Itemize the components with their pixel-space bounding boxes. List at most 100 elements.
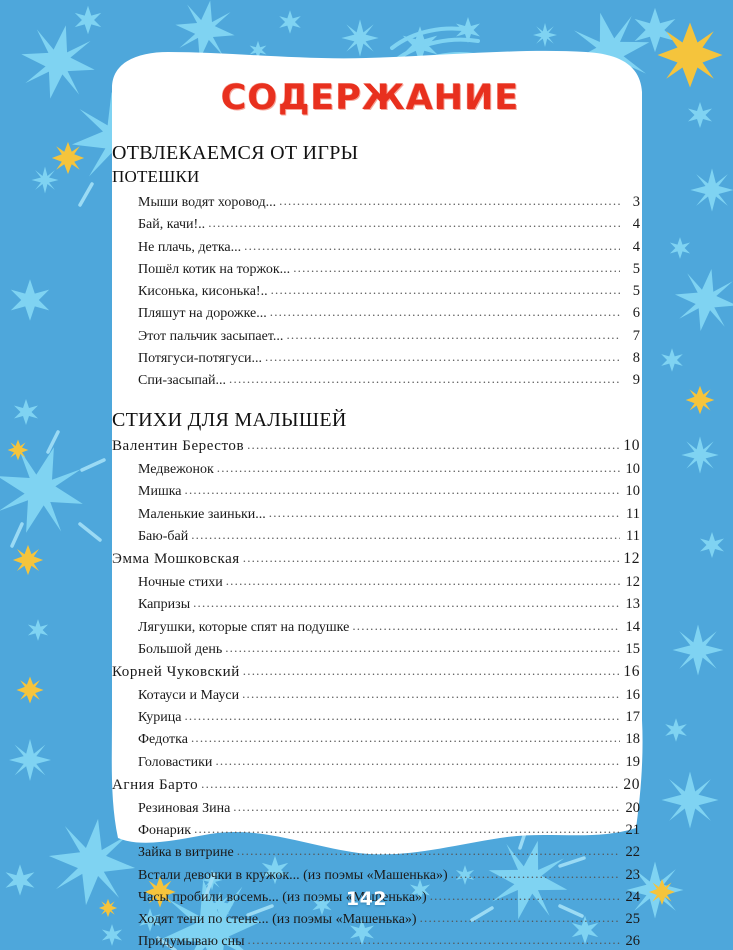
toc-entry[interactable]: Не плачь, детка... .....................… [100, 236, 640, 258]
toc-entry-author[interactable]: Валентин Берестов ......................… [100, 434, 640, 458]
leader-dots: ........................................… [215, 752, 620, 768]
group-heading: СТИХИ ДЛЯ МАЛЫШЕЙ [112, 409, 347, 432]
toc-entry[interactable]: Маленькие заиньки... ...................… [100, 503, 640, 525]
toc-entry[interactable]: Ходят тени по стене... (из поэмы «Машень… [100, 908, 640, 930]
leader-dots: ........................................… [242, 663, 620, 679]
toc-entry[interactable]: Медвежонок .............................… [100, 458, 640, 480]
toc-entry[interactable]: Пошёл котик на торжок... ...............… [100, 258, 640, 280]
toc-entry[interactable]: Этот пальчик засыпает... ...............… [100, 325, 640, 347]
toc-entry-label: Маленькие заиньки... [138, 506, 266, 522]
toc-entry-page: 17 [625, 709, 641, 726]
toc-entry-label: Эмма Мошковская [112, 551, 240, 568]
toc-entry[interactable]: Головастики ............................… [100, 751, 640, 773]
part-heading: ОТВЛЕКАЕМСЯ ОТ ИГРЫ [112, 142, 359, 164]
toc-entry[interactable]: Часы пробили восемь... (из поэмы «Машень… [100, 886, 640, 908]
toc-entry-label: Мишка [138, 484, 182, 500]
section-otvlekaemsya: ОТВЛЕКАЕМСЯ ОТ ИГРЫ ПОТЕШКИ Мыши водят х… [100, 142, 640, 391]
toc-entry[interactable]: Курица .................................… [100, 706, 640, 728]
toc-entry[interactable]: Лягушки, которые спят на подушке .......… [100, 616, 640, 638]
toc-entry-page: 19 [625, 753, 641, 770]
toc-entry-label: Курица [138, 710, 182, 726]
toc-entry[interactable]: Потягуси-потягуси... ...................… [100, 347, 640, 369]
toc-entry-page: 12 [623, 550, 640, 568]
toc-entry-page: 21 [625, 822, 641, 839]
toc-entry-page: 3 [632, 194, 640, 210]
toc-entry-page: 26 [625, 933, 641, 950]
toc-entry[interactable]: Капризы ................................… [100, 593, 640, 615]
leader-dots: ........................................… [184, 482, 620, 498]
leader-dots: ........................................… [247, 437, 620, 453]
toc-entry-label: Мыши водят хоровод... [138, 195, 277, 210]
toc-entry-label: Пляшут на дорожке... [138, 306, 267, 322]
toc-entry-page: 15 [625, 640, 641, 657]
toc-entry-page: 9 [632, 372, 640, 389]
leader-dots: ........................................… [208, 215, 620, 231]
toc-entry-label: Фонарик [138, 823, 192, 839]
toc-entry[interactable]: Пляшут на дорожке... ...................… [100, 302, 640, 324]
toc-entry-page: 22 [625, 844, 641, 861]
toc-entry[interactable]: Придумываю сны .........................… [100, 930, 640, 950]
toc-entry[interactable]: Мыши водят хоровод... ..................… [100, 191, 640, 213]
toc-entry-label: Зайка в витрине [138, 845, 234, 861]
toc-entry-label: Валентин Берестов [112, 438, 245, 455]
toc-entry[interactable]: Зайка в витрине ........................… [100, 841, 640, 863]
leader-dots: ........................................… [225, 573, 620, 589]
toc-entry-label: Часы пробили восемь... (из поэмы «Машень… [138, 889, 427, 905]
leader-dots: ........................................… [201, 775, 620, 791]
toc-entry-label: Потягуси-потягуси... [138, 350, 263, 366]
toc-entry[interactable]: Котауси и Мауси ........................… [100, 684, 640, 706]
leader-dots: ........................................… [216, 460, 620, 476]
toc-entry-label: Лягушки, которые спят на подушке [138, 619, 350, 635]
toc-entry-page: 11 [626, 527, 640, 544]
toc-entry-author[interactable]: Агния Барто ............................… [100, 773, 640, 797]
leader-dots: ........................................… [184, 708, 620, 724]
toc-entry-page: 23 [625, 866, 641, 883]
toc-entry-page: 4 [632, 216, 640, 233]
toc-entry[interactable]: Федотка ................................… [100, 728, 640, 750]
toc-entry-label: Пошёл котик на торжок... [138, 261, 291, 277]
toc-entry-label: Медвежонок [138, 462, 214, 478]
leader-dots: ........................................… [352, 617, 620, 633]
toc-entry-page: 10 [625, 483, 641, 500]
toc-entry-page: 25 [625, 911, 641, 928]
toc-entry[interactable]: Бай, качи!.. ...........................… [100, 213, 640, 235]
toc-entry[interactable]: Встали девочки в кружок... (из поэмы «Ма… [100, 864, 640, 886]
leader-dots: ........................................… [279, 193, 620, 208]
toc-entry-label: Встали девочки в кружок... (из поэмы «Ма… [138, 867, 448, 883]
toc-entry-page: 5 [632, 283, 640, 300]
toc-entry-page: 18 [625, 731, 641, 748]
toc-entry[interactable]: Спи-засыпай... .........................… [100, 369, 640, 391]
leader-dots: ........................................… [191, 526, 620, 542]
toc-entry[interactable]: Резиновая Зина .........................… [100, 797, 640, 819]
leader-dots: ........................................… [247, 932, 620, 948]
toc-entry[interactable]: Ночные стихи ...........................… [100, 571, 640, 593]
toc-entry-author[interactable]: Эмма Мошковская ........................… [100, 547, 640, 571]
leader-dots: ........................................… [270, 282, 620, 298]
toc-entry-label: Ходят тени по стене... (из поэмы «Машень… [138, 912, 417, 928]
toc-entry-label: Бай, качи!.. [138, 217, 206, 233]
toc-entry-label: Капризы [138, 597, 191, 613]
toc-entry-page: 13 [625, 596, 641, 613]
toc-entry-label: Федотка [138, 732, 188, 748]
toc-entry-page: 24 [625, 888, 641, 905]
leader-dots: ........................................… [429, 887, 620, 903]
toc-entry-page: 16 [623, 663, 640, 681]
toc-entry[interactable]: Баю-бай ................................… [100, 525, 640, 547]
leader-dots: ........................................… [244, 237, 620, 253]
toc-entry-label: Головастики [138, 754, 213, 770]
toc-entry-label: Котауси и Мауси [138, 687, 240, 703]
toc-entry[interactable]: Фонарик ................................… [100, 819, 640, 841]
toc-entry[interactable]: Кисонька, кисонька!.. ..................… [100, 280, 640, 302]
toc-entry-page: 10 [623, 437, 640, 455]
section-stihi-dlya-malyshey: СТИХИ ДЛЯ МАЛЫШЕЙ Валентин Берестов ....… [100, 409, 640, 950]
toc-entry-page: 8 [632, 349, 640, 366]
toc-entry-label: Большой день [138, 641, 223, 657]
toc-entry-page: 4 [632, 238, 640, 255]
toc-entry-page: 11 [626, 505, 640, 522]
page-title: СОДЕРЖАНИЕ [220, 78, 520, 118]
toc-entry[interactable]: Мишка ..................................… [100, 480, 640, 502]
leader-dots: ........................................… [265, 348, 620, 364]
leader-dots: ........................................… [293, 259, 620, 275]
toc-entry-author[interactable]: Корней Чуковский .......................… [100, 660, 640, 684]
toc-entry[interactable]: Большой день ...........................… [100, 638, 640, 660]
